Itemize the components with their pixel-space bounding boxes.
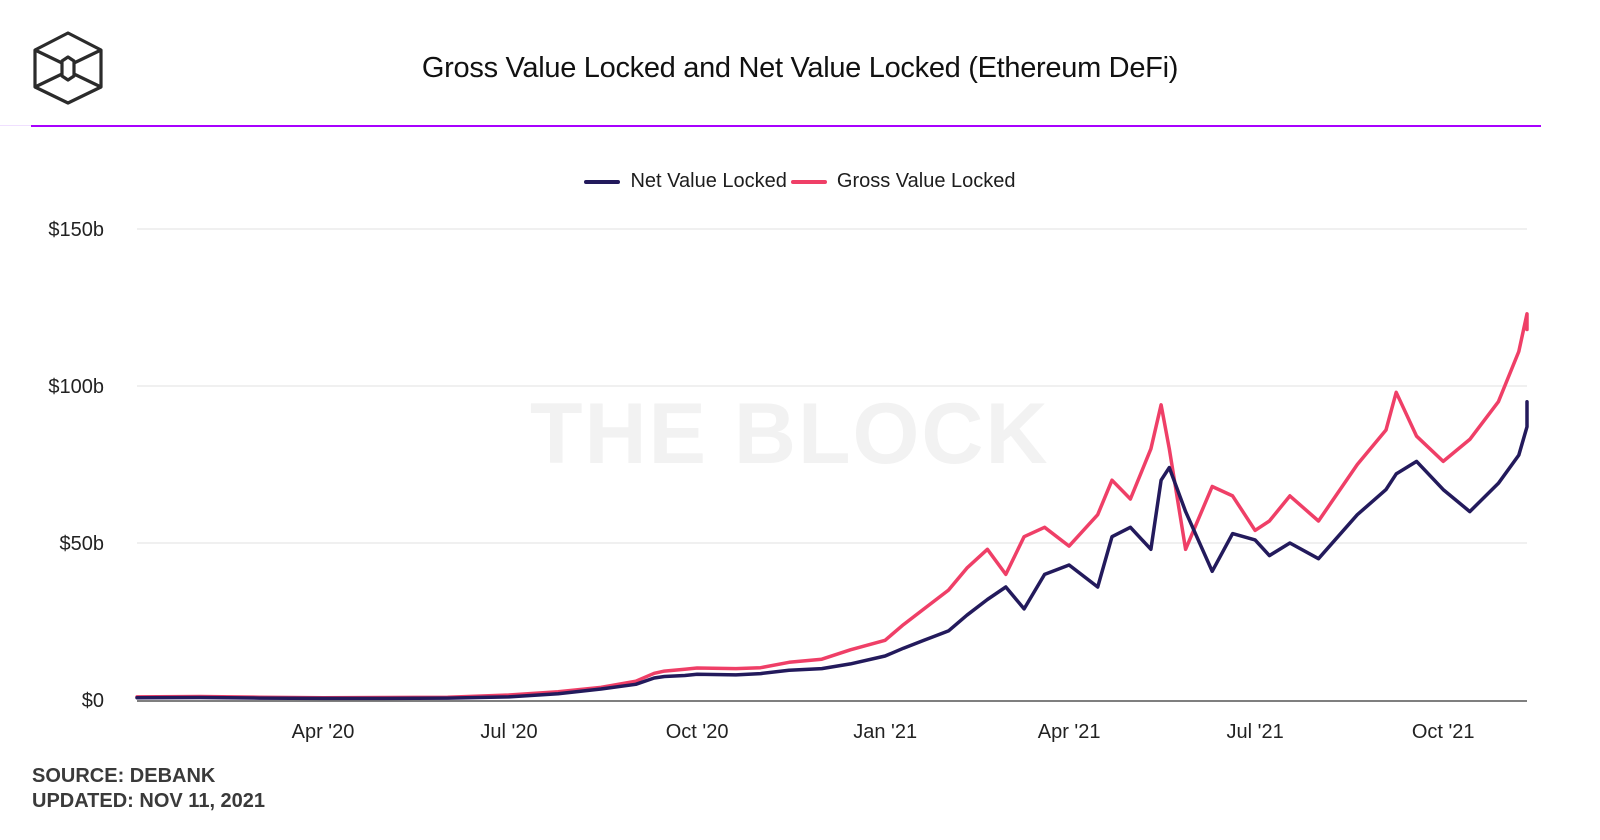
the-block-logo-icon (33, 31, 103, 105)
updated-note: UPDATED: NOV 11, 2021 (32, 790, 266, 812)
series-line-gross (135, 312, 1529, 700)
y-tick-label: $150b (48, 219, 104, 241)
y-tick-label: $0 (82, 690, 104, 712)
watermark: THE BLOCK (530, 386, 1050, 482)
chart-title: Gross Value Locked and Net Value Locked … (421, 52, 1179, 84)
x-tick-label: Apr '21 (1038, 721, 1101, 743)
x-tick-label: Jan '21 (853, 721, 917, 743)
legend-swatch-gross (790, 179, 827, 184)
legend-label-gross: Gross Value Locked (836, 170, 1016, 192)
source-note: SOURCE: DEBANK (32, 765, 216, 787)
header-divider (31, 125, 1541, 127)
x-tick-label: Oct '20 (666, 721, 729, 743)
header-divider-left (0, 125, 31, 126)
x-tick-label: Apr '20 (292, 721, 355, 743)
x-tick-label: Oct '21 (1412, 721, 1475, 743)
x-tick-label: Jul '21 (1227, 721, 1284, 743)
legend-swatch-net (584, 179, 621, 184)
legend-item-net[interactable]: Net Value Locked (584, 170, 787, 193)
series-line-net (135, 399, 1529, 701)
chart-legend: Net Value Locked Gross Value Locked (0, 170, 1600, 193)
y-tick-label: $50b (60, 533, 105, 555)
y-tick-label: $100b (48, 376, 104, 398)
legend-item-gross[interactable]: Gross Value Locked (790, 170, 1016, 193)
chart-footer: SOURCE: DEBANK UPDATED: NOV 11, 2021 (32, 764, 265, 814)
legend-label-net: Net Value Locked (630, 170, 787, 192)
chart-header: Gross Value Locked and Net Value Locked … (0, 0, 1600, 127)
x-tick-label: Jul '20 (480, 721, 537, 743)
